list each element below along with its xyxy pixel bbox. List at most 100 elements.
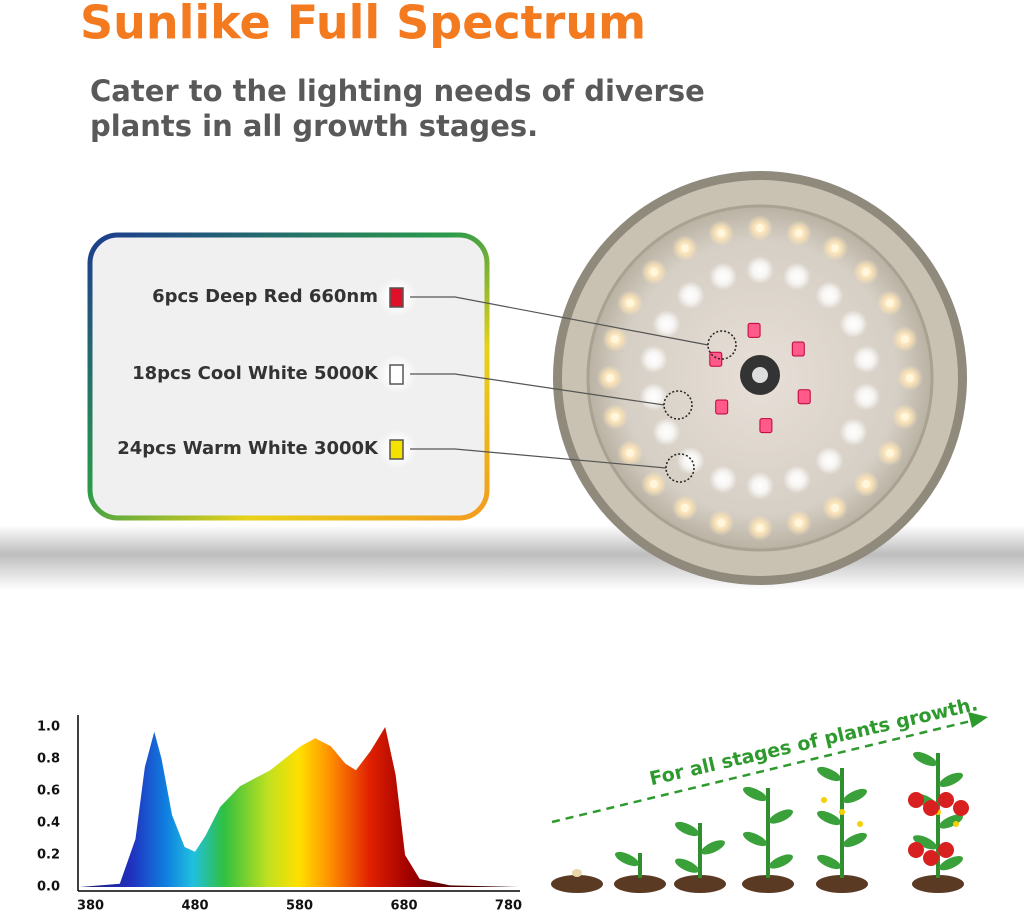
- soil: [614, 875, 666, 893]
- white-led: [782, 465, 811, 494]
- warm-led-core: [756, 224, 764, 232]
- tomato: [923, 800, 939, 816]
- legend-swatch: [389, 364, 404, 385]
- warm-led-core: [606, 374, 614, 382]
- leaf: [743, 831, 767, 847]
- y-tick-label: 0.8: [37, 752, 60, 767]
- tomato: [908, 792, 924, 808]
- warm-led-core: [681, 244, 689, 253]
- white-led: [639, 345, 668, 374]
- warm-led-core: [611, 335, 620, 344]
- white-led: [746, 256, 774, 284]
- white-led: [782, 262, 811, 291]
- leaf: [939, 772, 963, 787]
- y-tick-label: 1.0: [37, 720, 60, 735]
- leaf: [675, 821, 699, 837]
- leaf: [913, 835, 937, 850]
- legend-label: 18pcs Cool White 5000K: [132, 363, 379, 384]
- white-led: [676, 281, 705, 310]
- legend-label: 6pcs Deep Red 660nm: [152, 286, 378, 307]
- y-tick-label: 0.2: [37, 848, 60, 863]
- title: Sunlike Full Spectrum: [80, 0, 646, 50]
- warm-led-core: [900, 412, 909, 421]
- lamp: [553, 171, 967, 585]
- warm-led-core: [831, 244, 839, 253]
- x-tick-label: 380: [77, 899, 104, 914]
- red-led: [715, 399, 729, 415]
- spectrum-area: [80, 727, 519, 887]
- tomato: [923, 850, 939, 866]
- leaf: [817, 810, 841, 826]
- x-tick-label: 680: [390, 899, 417, 914]
- warm-led-core: [756, 524, 764, 532]
- legend-swatch: [389, 439, 404, 460]
- connector: [410, 448, 667, 469]
- warm-led-core: [885, 449, 894, 457]
- led-marker: [707, 330, 737, 360]
- x-tick-label: 480: [181, 899, 208, 914]
- flower: [953, 821, 959, 827]
- white-led: [852, 382, 881, 411]
- warm-led-core: [831, 503, 839, 512]
- seed: [572, 869, 582, 877]
- tomato: [908, 842, 924, 858]
- warm-led-core: [626, 449, 635, 457]
- led-marker: [665, 453, 695, 483]
- warm-led-core: [649, 480, 658, 489]
- flower: [821, 797, 827, 803]
- warm-led-core: [717, 518, 726, 527]
- flower: [839, 809, 845, 815]
- growth-illustration: For all stages of plants growth.: [551, 693, 988, 893]
- led-marker: [663, 390, 693, 420]
- y-tick-label: 0.4: [37, 816, 60, 831]
- tomato: [953, 800, 969, 816]
- y-tick-label: 0.0: [37, 880, 60, 895]
- warm-led-core: [611, 412, 620, 421]
- leaf: [615, 851, 639, 867]
- leaf: [843, 788, 867, 804]
- connector: [410, 296, 709, 346]
- white-led: [746, 472, 774, 500]
- tomato: [938, 792, 954, 808]
- warm-led-core: [906, 374, 914, 382]
- leaf: [939, 814, 963, 829]
- white-led: [652, 418, 681, 446]
- leaf: [769, 809, 793, 824]
- tomato: [938, 842, 954, 858]
- warm-led-core: [717, 229, 726, 238]
- leaf: [843, 832, 867, 848]
- leaf: [939, 856, 963, 871]
- white-led: [709, 262, 738, 291]
- y-tick-label: 0.6: [37, 784, 60, 799]
- warm-led-core: [862, 480, 871, 489]
- warm-led-core: [649, 267, 658, 276]
- warm-led-core: [681, 503, 689, 512]
- white-led: [652, 310, 681, 338]
- warm-led-core: [794, 229, 803, 238]
- legend-swatch: [389, 287, 404, 308]
- subtitle: plants in all growth stages.: [90, 109, 538, 143]
- white-led: [852, 345, 881, 374]
- white-led: [815, 281, 844, 310]
- legend-label: 24pcs Warm White 3000K: [117, 438, 379, 459]
- red-led: [759, 418, 773, 434]
- connector: [410, 373, 665, 406]
- soil: [816, 875, 868, 893]
- leaf: [675, 858, 699, 873]
- soil: [551, 875, 603, 893]
- leaf: [817, 854, 841, 870]
- leaf: [769, 854, 793, 869]
- soil: [742, 875, 794, 893]
- flower: [857, 821, 863, 827]
- white-led: [639, 382, 668, 411]
- white-led: [709, 465, 738, 494]
- warm-led-core: [885, 299, 894, 307]
- white-led: [839, 310, 868, 338]
- x-tick-label: 580: [286, 899, 313, 914]
- subtitle: Cater to the lighting needs of diverse: [90, 74, 705, 108]
- red-led: [797, 389, 811, 405]
- leaf: [743, 786, 767, 802]
- white-led: [815, 446, 844, 475]
- warm-led-core: [626, 299, 635, 307]
